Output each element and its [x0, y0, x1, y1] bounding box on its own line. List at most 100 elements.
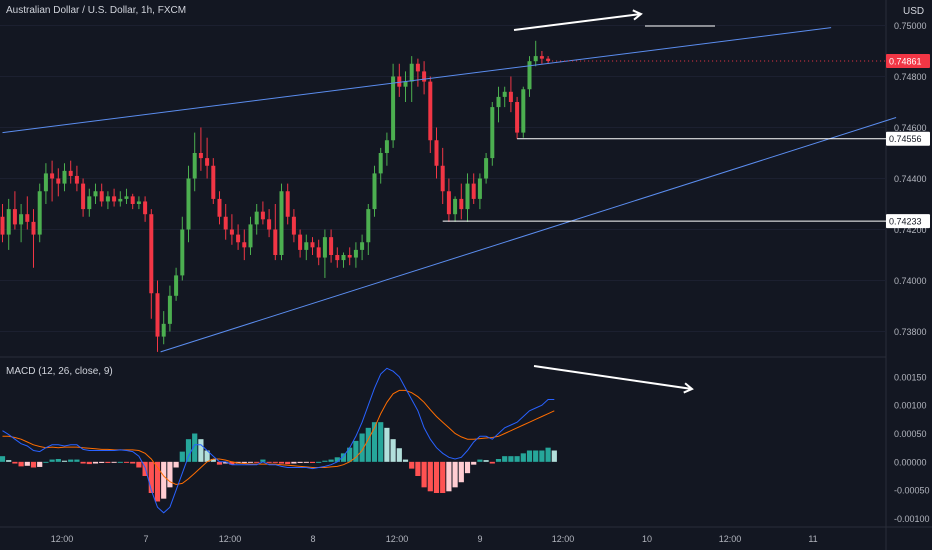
- macd-histogram-bar: [111, 461, 117, 463]
- macd-histogram-bar: [0, 456, 6, 462]
- candle-body: [130, 196, 135, 204]
- candles-layer: [0, 40, 551, 352]
- macd-histogram-bar: [508, 456, 514, 462]
- candle-body: [273, 229, 278, 255]
- candle-body: [403, 81, 408, 87]
- candle-body: [422, 71, 427, 82]
- candle-body: [161, 323, 166, 337]
- macd-histogram-bar: [223, 461, 229, 464]
- price-tick-label: 0.74600: [894, 123, 927, 133]
- macd-histogram-bar: [328, 459, 334, 462]
- candle-body: [527, 61, 532, 90]
- macd-histogram-bar: [68, 459, 74, 462]
- macd-histogram-bar: [421, 461, 427, 488]
- annotations-layer: [2, 9, 897, 394]
- currency-label: USD: [903, 6, 925, 17]
- macd-histogram-bar: [161, 461, 167, 499]
- macd-histogram-bar: [198, 439, 204, 462]
- macd-histogram-bar: [37, 461, 43, 467]
- macd-histogram-bar: [440, 461, 446, 493]
- macd-histogram-bar: [18, 461, 24, 467]
- macd-histogram-bar: [340, 453, 347, 462]
- price-tick-label: 0.74200: [894, 225, 927, 235]
- candle-body: [521, 89, 526, 133]
- candle-body: [43, 173, 48, 192]
- macd-histogram-bar: [396, 448, 402, 462]
- candle-body: [360, 242, 365, 250]
- candle-body: [316, 247, 321, 258]
- price-trend-arrow: [513, 9, 643, 31]
- macd-histogram-bar: [347, 447, 353, 462]
- candle-body: [254, 211, 259, 225]
- price-label: 0.74556: [889, 134, 922, 144]
- candle-body: [490, 107, 495, 159]
- macd-histogram-bar: [464, 461, 471, 474]
- macd-histogram-bar: [402, 459, 409, 462]
- candle-body: [186, 178, 191, 230]
- macd-histogram-bar: [86, 461, 92, 465]
- candle-body: [415, 63, 420, 72]
- macd-histogram-bar: [49, 459, 55, 462]
- candle-body: [372, 173, 377, 210]
- macd-histogram-bar: [384, 427, 390, 462]
- candle-body: [62, 170, 67, 184]
- time-tick-label: 12:00: [552, 534, 575, 544]
- time-tick-label: 9: [477, 534, 482, 544]
- candle-body: [260, 211, 265, 220]
- lower-trendline: [160, 117, 897, 353]
- candle-body: [31, 221, 36, 235]
- candle-body: [459, 198, 464, 210]
- candle-body: [192, 153, 197, 179]
- macd-histogram-bar: [533, 450, 539, 462]
- price-label-bg: [886, 214, 930, 229]
- candle-body: [279, 191, 284, 255]
- time-tick-label: 10: [642, 534, 652, 544]
- candle-body: [533, 56, 538, 62]
- macd-histogram-bar: [520, 453, 526, 462]
- candle-body: [539, 56, 544, 59]
- macd-histogram-bar: [303, 461, 309, 463]
- macd-histogram-bar: [452, 461, 458, 488]
- macd-histogram-bar: [185, 439, 192, 462]
- macd-histogram-bar: [43, 461, 49, 463]
- candle-body: [180, 229, 185, 276]
- candle-body: [217, 198, 222, 217]
- macd-histogram-bar: [99, 461, 105, 463]
- candle-body: [37, 191, 42, 235]
- candle-body: [384, 140, 389, 153]
- time-tick-label: 11: [808, 534, 817, 544]
- candle-body: [68, 170, 73, 176]
- macd-tick-label: 0.00050: [894, 429, 927, 439]
- macd-tick-label: -0.00100: [894, 514, 930, 524]
- price-tick-label: 0.74000: [894, 276, 927, 286]
- macd-histogram-bar: [409, 461, 415, 469]
- macd-histogram-bar: [415, 461, 421, 476]
- macd-indicator-title[interactable]: MACD (12, 26, close, 9): [6, 366, 113, 377]
- macd-histogram-bar: [353, 440, 359, 462]
- macd-histogram-bar: [61, 460, 68, 462]
- macd-histogram-bar: [390, 439, 396, 462]
- macd-signal-line: [2, 389, 555, 486]
- macd-histogram-bar: [24, 461, 30, 466]
- candle-body: [56, 178, 61, 184]
- macd-histogram-bar: [6, 460, 12, 462]
- candle-body: [267, 219, 272, 230]
- candle-body: [25, 214, 30, 222]
- candle-body: [143, 201, 148, 215]
- macd-histogram-bar: [30, 461, 37, 468]
- symbol-title[interactable]: Australian Dollar / U.S. Dollar, 1h, FXC…: [6, 5, 187, 16]
- candle-body: [304, 242, 309, 250]
- macd-histogram-bar: [179, 451, 185, 462]
- candle-body: [124, 196, 129, 199]
- macd-histogram-bar: [322, 460, 328, 462]
- candle-body: [223, 216, 228, 230]
- candle-body: [174, 275, 179, 296]
- price-label-bg: [886, 131, 930, 146]
- macd-histogram-bar: [130, 461, 136, 464]
- candle-body: [285, 191, 290, 217]
- candle-body: [508, 91, 513, 102]
- macd-tick-label: 0.00150: [894, 372, 927, 382]
- macd-histogram-bar: [539, 450, 545, 462]
- candle-body: [81, 183, 86, 210]
